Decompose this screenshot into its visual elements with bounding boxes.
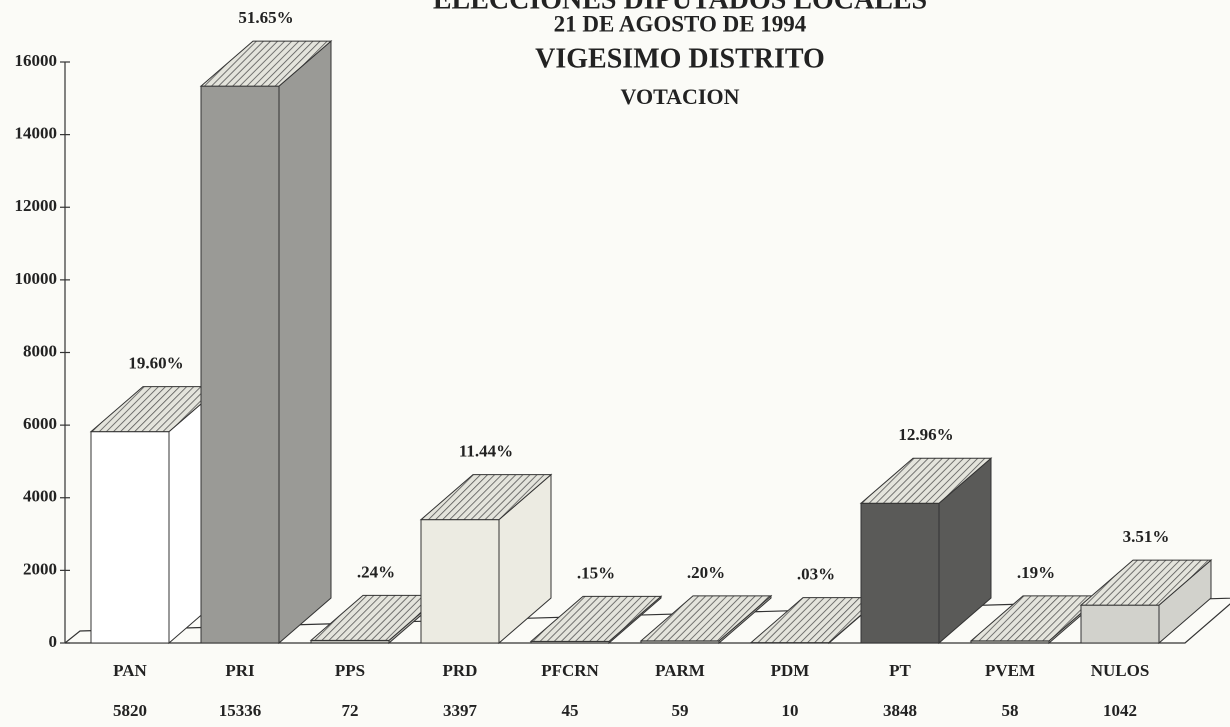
x-tick-label: PDM <box>771 661 810 680</box>
count-label: 58 <box>1002 701 1019 720</box>
y-tick-label: 8000 <box>23 341 57 360</box>
y-tick-label: 6000 <box>23 414 57 433</box>
count-label: 5820 <box>113 701 147 720</box>
x-tick-label: PARM <box>655 661 705 680</box>
bar-side <box>278 40 332 645</box>
count-label: 72 <box>342 701 359 720</box>
bar-front <box>1080 604 1160 644</box>
x-tick-label: PPS <box>335 661 365 680</box>
y-tick-label: 14000 <box>15 124 58 143</box>
percentage-label: .20% <box>687 563 725 582</box>
count-label: 59 <box>672 701 689 720</box>
bar-top <box>1079 559 1213 606</box>
x-tick-label: PRI <box>225 661 255 680</box>
percentage-label: 19.60% <box>128 354 183 373</box>
bar-top <box>859 457 993 504</box>
percentage-label: 11.44% <box>459 442 513 461</box>
bar-top <box>419 474 553 521</box>
y-tick-label: 0 <box>49 632 58 651</box>
chart-title: ELECCIONES DIPUTADOS LOCALES <box>433 0 927 15</box>
percentage-label: .03% <box>797 565 835 584</box>
y-tick-label: 16000 <box>15 51 58 70</box>
bar-front <box>200 85 280 644</box>
count-label: 45 <box>562 701 579 720</box>
bar-top <box>199 40 333 87</box>
percentage-label: 3.51% <box>1123 527 1170 546</box>
percentage-label: 51.65% <box>238 8 293 27</box>
y-tick-label: 12000 <box>15 196 58 215</box>
count-label: 3848 <box>883 701 917 720</box>
bar-top <box>529 595 663 642</box>
bar-front <box>860 502 940 644</box>
x-tick-label: PFCRN <box>541 661 599 680</box>
count-label: 15336 <box>219 701 262 720</box>
count-label: 10 <box>782 701 799 720</box>
x-tick-label: PAN <box>113 661 147 680</box>
bar-front <box>90 431 170 644</box>
bar-front <box>420 519 500 644</box>
y-tick-label: 10000 <box>15 269 58 288</box>
percentage-label: .19% <box>1017 563 1055 582</box>
x-tick-label: PT <box>889 661 911 680</box>
x-tick-label: PRD <box>443 661 478 680</box>
y-tick-label: 2000 <box>23 559 57 578</box>
count-label: 1042 <box>1103 701 1137 720</box>
count-label: 3397 <box>443 701 478 720</box>
x-tick-label: NULOS <box>1091 661 1150 680</box>
percentage-label: .15% <box>577 563 615 582</box>
chart-subtitle: VOTACION <box>621 84 740 109</box>
chart-subtitle: 21 DE AGOSTO DE 1994 <box>554 11 807 36</box>
x-tick-label: PVEM <box>985 661 1035 680</box>
bar-top <box>639 595 773 642</box>
y-tick-label: 4000 <box>23 487 57 506</box>
percentage-label: .24% <box>357 562 395 581</box>
chart-subtitle: VIGESIMO DISTRITO <box>535 43 825 74</box>
percentage-label: 12.96% <box>898 425 953 444</box>
